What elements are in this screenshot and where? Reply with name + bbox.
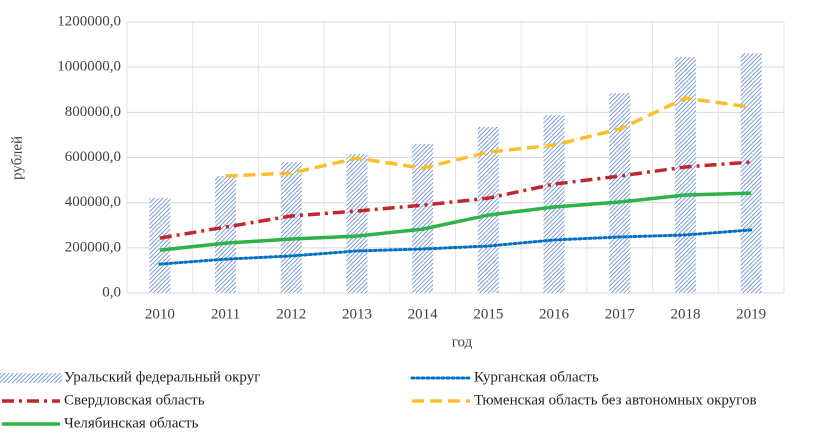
y-tick-label: 600000,0 [65,149,121,165]
bar [609,93,631,293]
legend-label: Курганская область [474,369,599,385]
y-tick-label: 800000,0 [65,104,121,120]
x-tick-label: 2017 [605,306,636,322]
y-tick-label: 1000000,0 [57,59,121,75]
bar [149,198,171,293]
line-series [158,228,753,266]
bar [543,115,565,293]
bar [674,57,696,293]
x-tick-label: 2016 [539,306,570,322]
x-tick-label: 2012 [276,306,306,322]
bar [215,176,237,293]
x-tick-label: 2019 [736,306,766,322]
x-tick-label: 2014 [408,306,439,322]
bar [412,143,434,293]
legend-label: Уральский федеральный округ [64,369,260,385]
bar [477,127,499,293]
bar [280,162,302,293]
x-tick-label: 2013 [342,306,372,322]
line-series [159,191,752,252]
legend: Уральский федеральный округ Курганская об… [0,369,757,431]
x-tick-label: 2010 [145,306,175,322]
y-tick-label: 0,0 [102,284,121,300]
x-tick-label: 2018 [670,306,700,322]
y-tick-label: 1200000,0 [57,13,121,29]
x-axis-label: год [452,334,473,350]
bar [346,154,368,293]
legend-label: Свердловская область [64,392,205,408]
y-tick-label: 400000,0 [65,194,121,210]
x-tick-label: 2015 [473,306,503,322]
bar [740,53,762,293]
legend-label: Тюменская область без автономных округов [474,392,757,408]
y-tick-label: 200000,0 [65,239,121,255]
y-axis-label: рублей [9,136,25,180]
legend-label: Челябинская область [64,415,199,431]
x-tick-label: 2011 [211,306,240,322]
legend-swatch [0,373,62,383]
